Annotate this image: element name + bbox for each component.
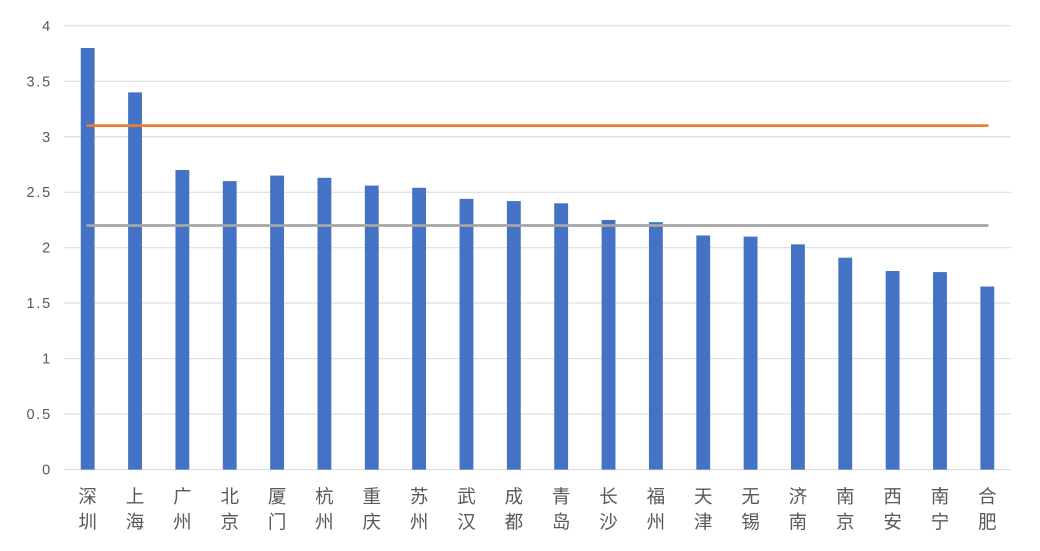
svg-text:苏: 苏 <box>410 486 429 507</box>
svg-text:2.5: 2.5 <box>26 185 52 201</box>
svg-text:南: 南 <box>931 486 950 507</box>
svg-text:锡: 锡 <box>741 512 760 533</box>
svg-text:无: 无 <box>741 486 760 507</box>
svg-text:津: 津 <box>694 512 713 533</box>
svg-text:济: 济 <box>789 486 808 507</box>
svg-text:宁: 宁 <box>931 512 950 533</box>
svg-text:1: 1 <box>42 352 52 368</box>
svg-text:1.5: 1.5 <box>26 296 52 312</box>
svg-text:门: 门 <box>268 512 287 533</box>
svg-text:上: 上 <box>126 486 145 507</box>
svg-text:京: 京 <box>836 512 855 533</box>
svg-text:武: 武 <box>457 486 476 507</box>
svg-text:天: 天 <box>694 486 713 507</box>
svg-text:0.5: 0.5 <box>26 407 52 423</box>
svg-text:肥: 肥 <box>978 512 997 533</box>
svg-text:长: 长 <box>599 486 618 507</box>
svg-text:南: 南 <box>789 512 808 533</box>
svg-text:福: 福 <box>647 486 666 507</box>
svg-text:汉: 汉 <box>457 512 476 533</box>
svg-text:安: 安 <box>883 512 902 533</box>
svg-text:沙: 沙 <box>599 512 618 533</box>
svg-text:2: 2 <box>42 241 52 257</box>
svg-text:广: 广 <box>173 486 192 507</box>
svg-text:北: 北 <box>220 486 239 507</box>
svg-text:3.5: 3.5 <box>26 74 52 90</box>
svg-text:西: 西 <box>883 486 902 507</box>
svg-text:圳: 圳 <box>78 512 97 533</box>
svg-text:成: 成 <box>505 486 524 507</box>
svg-text:深: 深 <box>78 486 97 507</box>
svg-text:京: 京 <box>220 512 239 533</box>
svg-text:州: 州 <box>315 512 334 533</box>
svg-text:4: 4 <box>42 19 52 35</box>
svg-text:庆: 庆 <box>363 512 382 533</box>
svg-text:合: 合 <box>978 486 997 507</box>
svg-text:3: 3 <box>42 130 52 146</box>
svg-text:杭: 杭 <box>315 486 334 507</box>
svg-text:州: 州 <box>173 512 192 533</box>
svg-text:重: 重 <box>363 486 382 507</box>
svg-text:海: 海 <box>126 512 145 533</box>
svg-text:岛: 岛 <box>552 512 571 533</box>
svg-text:0: 0 <box>42 463 52 479</box>
svg-text:青: 青 <box>552 486 571 507</box>
svg-text:南: 南 <box>836 486 855 507</box>
svg-text:厦: 厦 <box>268 486 287 507</box>
svg-text:都: 都 <box>505 512 524 533</box>
svg-text:州: 州 <box>647 512 666 533</box>
svg-text:州: 州 <box>410 512 429 533</box>
